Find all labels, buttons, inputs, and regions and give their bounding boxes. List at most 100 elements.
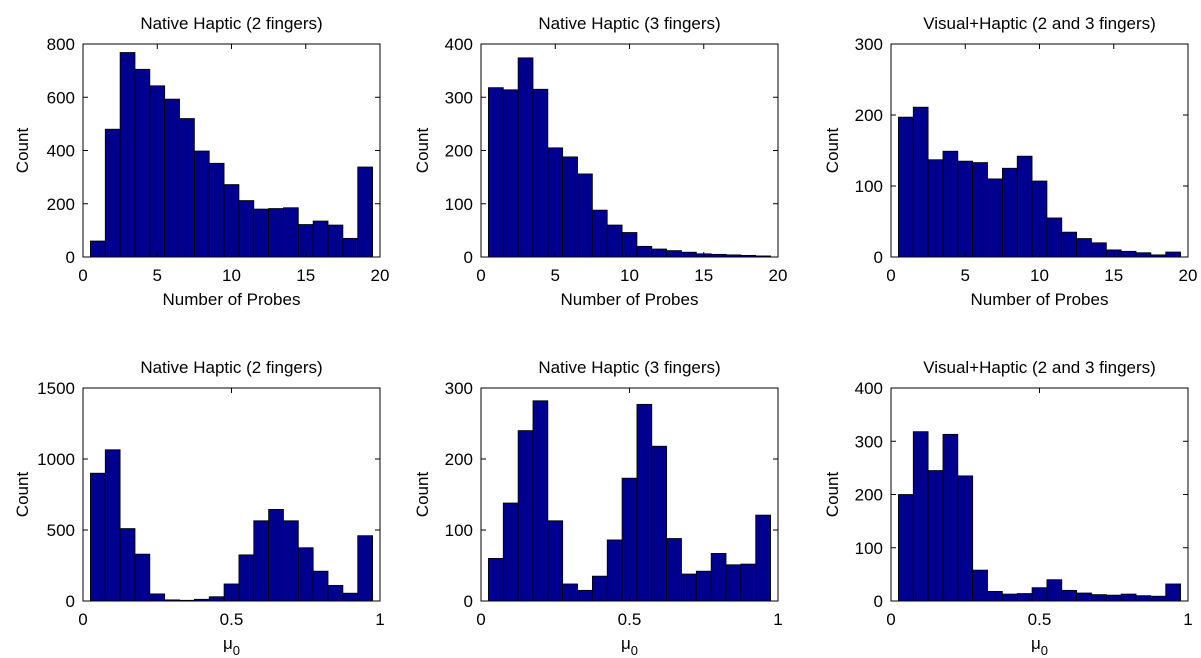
histogram-bar [208,596,225,602]
histogram-bar [283,207,299,258]
x-axis-label-subscript: 0 [1041,643,1048,658]
y-tick-label: 100 [855,177,883,196]
chart-title: Native Haptic (3 fingers) [538,358,720,377]
histogram-bar [987,178,1003,258]
histogram-bar [957,160,974,258]
y-tick-label: 200 [445,450,473,469]
y-axis-label: Count [413,472,432,518]
histogram-bar [149,593,166,602]
x-tick-label: 10 [620,266,639,285]
x-axis-label-subscript: 0 [631,643,638,658]
histogram-bar [755,255,771,258]
histogram-bar [636,403,653,602]
histogram-bar [972,569,988,602]
x-tick-label: 0 [886,266,895,285]
x-tick-label: 10 [1030,266,1049,285]
histogram-bar [591,209,608,258]
histogram-bar [927,159,944,258]
histogram-panel-5: 0 0.5 1 0 100 200 300 Native Haptic (3 fingers)… [413,358,783,658]
y-tick-label: 0 [464,592,473,611]
histogram-panel-4: 0 0.5 1 0 500 1000 1500 Native Haptic (2 finger… [13,358,385,658]
y-axis-label: Count [823,128,842,174]
histogram-bar [179,118,195,258]
histogram-bar [577,173,593,258]
x-axis-label-main: Number of Probes [561,290,699,309]
x-axis-label-main: Number of Probes [971,290,1109,309]
histogram-bar [740,563,757,602]
histogram-bar [149,85,166,258]
y-tick-label: 800 [47,35,75,54]
histogram-bar [502,502,519,602]
x-tick-label: 5 [551,266,560,285]
histogram-bar [1061,589,1078,602]
histogram-bar [1120,250,1137,258]
y-tick-label: 200 [855,106,883,125]
x-tick-label: 20 [371,266,390,285]
histogram-bar [1165,583,1181,602]
histogram-bar [1091,242,1107,258]
histogram-bar [532,400,549,602]
histogram-bar [253,520,270,602]
x-axis-label: Number of Probes [971,290,1109,309]
histogram-bar [1165,251,1181,258]
x-axis-label: μ0 [1031,634,1048,658]
chart-title: Native Haptic (3 fingers) [538,14,720,33]
histogram-bar [621,477,638,602]
y-axis-label: Count [13,472,32,518]
chart-title: Native Haptic (2 fingers) [140,358,322,377]
histogram-bar [987,591,1003,602]
histogram-bar [927,470,944,602]
histogram-bar [193,598,210,602]
histogram-bar [666,250,682,258]
histogram-bar [912,431,929,602]
histogram-bar [898,116,914,258]
y-axis-label: Count [823,472,842,518]
histogram-bar [898,494,914,602]
histogram-bar [725,564,742,602]
histogram-bar [912,106,929,258]
histogram-bar [942,433,959,602]
histogram-bar [651,248,668,258]
histogram-bar [342,592,359,602]
histogram-bar [488,87,504,258]
x-tick-label: 15 [694,266,713,285]
x-axis-label-subscript: 0 [233,643,240,658]
histogram-bar [1031,180,1048,258]
x-axis-label: μ0 [621,634,638,658]
histogram-bar [942,150,959,258]
y-tick-label: 200 [445,142,473,161]
y-tick-label: 300 [445,88,473,107]
x-axis-label: Number of Probes [561,290,699,309]
histogram-bar [562,583,578,602]
y-tick-label: 1500 [37,379,75,398]
histogram-bar [1016,155,1033,258]
y-tick-label: 0 [874,592,883,611]
histogram-bar [297,547,314,602]
histogram-bar [238,200,255,258]
x-tick-label: 1 [375,610,384,629]
x-tick-label: 0 [78,266,87,285]
histogram-bar [1076,238,1092,258]
y-tick-label: 0 [874,248,883,267]
histogram-bar [342,237,359,258]
histogram-bar [253,208,270,258]
histogram-bar [1150,595,1167,602]
x-tick-label: 10 [222,266,241,285]
y-tick-label: 400 [47,142,75,161]
x-axis-label: μ0 [223,634,240,658]
histogram-bar [666,538,682,602]
histogram-bar [1001,593,1018,602]
histogram-bar [238,554,255,602]
x-tick-label: 0 [476,266,485,285]
histogram-bar [1135,595,1152,602]
histogram-bar [577,589,593,602]
x-tick-label: 0 [78,610,87,629]
histogram-bar [223,184,240,258]
chart-title: Visual+Haptic (2 and 3 fingers) [923,358,1156,377]
y-tick-label: 400 [445,35,473,54]
histogram-bar [1120,593,1137,602]
x-tick-label: 1 [773,610,782,629]
histogram-bar [740,255,757,258]
